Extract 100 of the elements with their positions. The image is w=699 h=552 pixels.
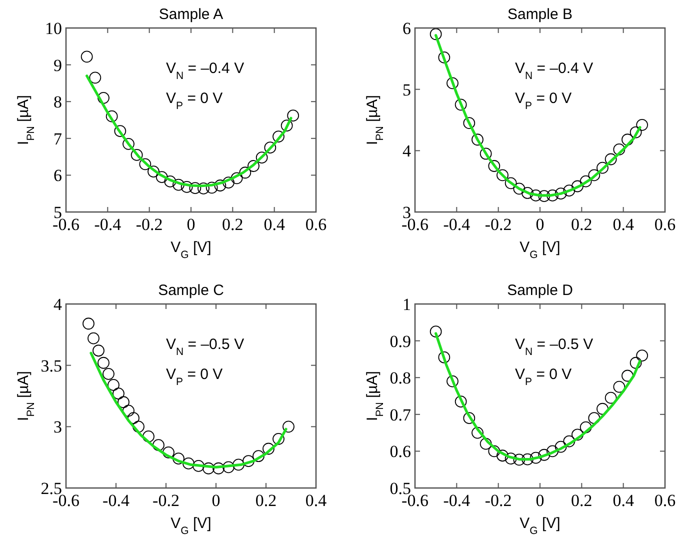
point bbox=[142, 430, 154, 442]
point bbox=[139, 158, 152, 170]
point bbox=[538, 448, 550, 461]
point bbox=[504, 452, 517, 465]
y-tick-label: 6 bbox=[54, 166, 62, 186]
point bbox=[496, 450, 508, 462]
chart-title: Sample C bbox=[158, 282, 224, 299]
point bbox=[488, 160, 500, 172]
point bbox=[272, 130, 284, 143]
point bbox=[563, 435, 576, 448]
point bbox=[572, 180, 584, 192]
point bbox=[182, 458, 194, 470]
point bbox=[513, 454, 526, 466]
point bbox=[522, 453, 534, 466]
point bbox=[496, 169, 508, 182]
annotation: V$_{P}$ = 0 V bbox=[166, 90, 223, 112]
point bbox=[554, 440, 567, 453]
point bbox=[98, 92, 110, 104]
y-tick-label: 7 bbox=[54, 129, 62, 148]
x-tick-label: 0.4 bbox=[264, 215, 286, 234]
x-tick-label: 0.6 bbox=[654, 491, 676, 510]
point bbox=[604, 153, 617, 166]
point bbox=[264, 142, 276, 154]
x-tick-label: 0.2 bbox=[571, 215, 592, 234]
x-tick-label: -0.2 bbox=[152, 491, 180, 510]
point bbox=[230, 172, 243, 184]
point bbox=[192, 460, 204, 472]
point bbox=[438, 351, 450, 364]
point bbox=[280, 120, 293, 132]
point bbox=[172, 452, 184, 465]
y-tick-label: 3.5 bbox=[40, 356, 62, 376]
chart-title: Sample D bbox=[507, 282, 574, 299]
point bbox=[162, 446, 174, 458]
point bbox=[102, 368, 114, 380]
x-axis-title: V$_{G}$ [V] bbox=[520, 239, 560, 261]
point bbox=[463, 412, 476, 424]
point bbox=[242, 455, 254, 467]
point bbox=[454, 396, 467, 408]
point bbox=[88, 332, 100, 344]
x-tick-label: 0.2 bbox=[255, 491, 277, 510]
point bbox=[472, 134, 484, 146]
x-tick-label: -0.4 bbox=[94, 215, 122, 234]
x-tick-label: 0.4 bbox=[612, 215, 634, 234]
point bbox=[438, 51, 450, 64]
y-tick-label: 3 bbox=[54, 418, 62, 437]
point bbox=[488, 445, 500, 458]
point bbox=[248, 160, 260, 172]
x-axis-title: V$_{G}$ [V] bbox=[170, 515, 212, 537]
point bbox=[106, 110, 118, 122]
point bbox=[114, 125, 126, 137]
x-tick-label: 0 bbox=[186, 215, 196, 234]
point bbox=[148, 166, 160, 178]
x-tick-label: 0 bbox=[536, 491, 544, 510]
y-tick-label: 0.7 bbox=[390, 405, 412, 424]
point bbox=[530, 189, 542, 202]
x-tick-label: -0.4 bbox=[443, 215, 471, 234]
point bbox=[463, 117, 476, 130]
x-tick-label: -0.2 bbox=[136, 215, 163, 234]
x-tick-label: -0.2 bbox=[484, 215, 512, 234]
point bbox=[596, 162, 608, 174]
point bbox=[282, 420, 294, 433]
point bbox=[156, 171, 168, 183]
x-tick-label: 0.4 bbox=[305, 491, 328, 510]
point bbox=[130, 149, 143, 161]
annotation: V$_{N}$ = –0.5 V bbox=[515, 336, 594, 358]
point bbox=[82, 318, 94, 330]
point bbox=[588, 169, 600, 182]
point bbox=[272, 432, 284, 445]
point bbox=[122, 138, 134, 150]
point bbox=[262, 442, 274, 455]
point bbox=[630, 356, 642, 369]
y-tick-label: 8 bbox=[54, 92, 62, 112]
point bbox=[430, 326, 442, 338]
x-tick-label: 0.2 bbox=[222, 215, 244, 234]
point bbox=[80, 50, 93, 63]
y-tick-label: 10 bbox=[45, 19, 62, 38]
point bbox=[164, 176, 176, 188]
chart-title: Sample B bbox=[507, 6, 573, 23]
chart-title: Sample A bbox=[158, 6, 224, 23]
annotation: V$_{P}$ = 0 V bbox=[515, 366, 572, 388]
x-tick-label: 0.2 bbox=[571, 491, 592, 510]
y-tick-label: 0.9 bbox=[390, 332, 411, 351]
point bbox=[287, 110, 300, 122]
x-axis-title: V$_{G}$ [V] bbox=[520, 515, 560, 537]
y-tick-label: 9 bbox=[54, 56, 62, 75]
point bbox=[206, 182, 218, 194]
annotation: V$_{P}$ = 0 V bbox=[166, 366, 223, 388]
point bbox=[504, 177, 517, 190]
x-tick-label: 0 bbox=[212, 491, 220, 510]
annotation: V$_{P}$ = 0 V bbox=[515, 90, 572, 112]
point bbox=[546, 445, 558, 458]
point bbox=[572, 428, 584, 441]
point bbox=[636, 350, 648, 362]
y-tick-label: 5 bbox=[402, 80, 411, 100]
point bbox=[89, 72, 102, 84]
point bbox=[522, 187, 534, 199]
point bbox=[189, 182, 202, 194]
point bbox=[563, 184, 576, 196]
annotation: V$_{N}$ = –0.4 V bbox=[515, 60, 594, 82]
y-tick-label: 6 bbox=[402, 19, 411, 38]
